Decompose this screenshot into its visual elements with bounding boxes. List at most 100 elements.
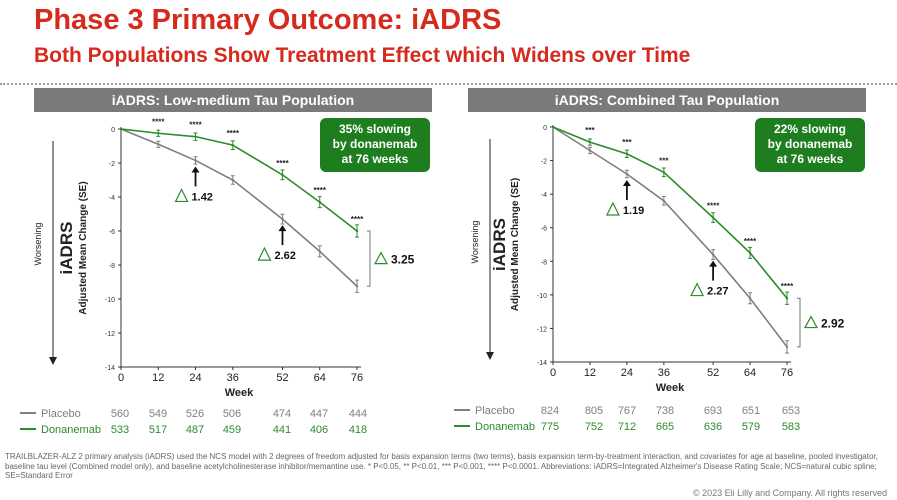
- chart1-y-axis-label: Adjusted Mean Change (SE): [78, 181, 89, 314]
- chart1-placebo-point: [194, 159, 197, 162]
- chart2-final-delta-triangle-icon: [803, 315, 819, 329]
- chart1-callout-box: [320, 118, 430, 172]
- chart1-significance-marker: ****: [227, 129, 240, 138]
- chart1-y-tick-label: -12: [105, 331, 115, 338]
- chart2-donanemab-point: [625, 152, 629, 156]
- chart2-n-at-risk-donanemab: 636: [704, 421, 722, 433]
- chart2-y-tick-label: -12: [537, 326, 547, 333]
- chart1-x-tick-label: 52: [276, 372, 288, 384]
- chart2-callout-line: by donanemab: [768, 137, 853, 151]
- chart1-delta-label: 2.62: [274, 250, 295, 262]
- chart2-delta-label: 1.19: [623, 205, 644, 217]
- chart2-series-donanemab-line: [552, 126, 788, 299]
- chart2-n-at-risk-donanemab: 665: [656, 421, 674, 433]
- chart1-donanemab-point: [194, 135, 197, 138]
- chart1-significance-marker: ****: [276, 159, 289, 168]
- chart1-n-at-risk-placebo: 549: [149, 408, 167, 420]
- chart2-placebo-point: [748, 297, 752, 300]
- charts-canvas: 0-2-4-6-8-10-12-140 12 24 36 52 64 76WeekiADRS…: [20, 117, 865, 436]
- chart1-placebo-point: [231, 178, 234, 182]
- chart2-x-tick-label: 76: [781, 367, 793, 379]
- chart2-n-at-risk-placebo: 651: [742, 405, 760, 417]
- chart2-y-axis-title: iADRS: [490, 218, 509, 271]
- chart1-final-delta-triangle-icon: [373, 251, 389, 265]
- chart2-y-tick-label: -14: [537, 360, 547, 367]
- chart1-n-at-risk-placebo: 474: [273, 408, 291, 420]
- chart1-x-tick-label: 12: [152, 372, 164, 384]
- chart1-x-tick-label: 36: [227, 372, 239, 384]
- chart1-significance-marker: ****: [189, 121, 202, 130]
- chart2-significance-marker: ****: [707, 202, 720, 211]
- chart2-n-at-risk-placebo: 738: [656, 405, 674, 417]
- chart1-worsening-arrow-head: [49, 357, 57, 365]
- chart1-n-at-risk-donanemab: 517: [149, 424, 167, 436]
- chart1-significance-marker: ****: [351, 215, 364, 224]
- chart2-y-tick-label: -2: [541, 159, 547, 166]
- chart1-final-delta-bracket: [367, 230, 371, 287]
- chart2-x-tick-label: 52: [707, 367, 719, 379]
- chart2-n-at-risk-donanemab: 583: [782, 421, 800, 433]
- chart2-donanemab-point: [551, 125, 555, 129]
- chart1-donanemab-point: [119, 127, 123, 131]
- chart1-delta-label: 1.42: [192, 191, 213, 203]
- chart1-n-at-risk-donanemab: 487: [186, 424, 204, 436]
- chart2-x-tick-label: 12: [584, 367, 596, 379]
- chart2-donanemab-point: [748, 251, 752, 255]
- chart1-n-at-risk-placebo: 560: [111, 408, 129, 420]
- chart2-legend-label-placebo: Placebo: [475, 405, 515, 417]
- chart2-placebo-point: [588, 149, 592, 152]
- chart1-x-tick-label: 76: [351, 372, 363, 384]
- chart2-n-at-risk-donanemab: 579: [742, 421, 760, 433]
- chart1-placebo-point: [157, 143, 160, 146]
- chart1-y-tick-label: -8: [109, 263, 115, 270]
- chart2-final-delta-bracket: [797, 297, 801, 348]
- chart1-delta-triangle-icon: [174, 188, 189, 203]
- chart1-donanemab-point: [231, 143, 234, 147]
- copyright: © 2023 Eli Lilly and Company. All rights…: [692, 488, 887, 498]
- chart1-delta-arrow-head: [191, 166, 200, 173]
- chart2-y-tick-label: -6: [541, 226, 547, 233]
- chart2-x-axis-label: Week: [656, 382, 685, 394]
- chart1-n-at-risk-placebo: 526: [186, 408, 204, 420]
- chart1-legend-label-donanemab: Donanemab: [41, 424, 101, 436]
- chart2-delta-label: 2.27: [707, 286, 728, 298]
- chart1-x-axis-label: Week: [225, 387, 254, 399]
- chart1-donanemab-point: [318, 200, 321, 204]
- chart2-significance-marker: ****: [781, 282, 794, 291]
- chart2-n-at-risk-placebo: 653: [782, 405, 800, 417]
- chart1-donanemab-point: [157, 132, 160, 135]
- chart2-x-tick-label: 64: [744, 367, 756, 379]
- chart2-worsening-arrow-head: [486, 352, 494, 360]
- chart-header-combined-tau: iADRS: Combined Tau Population: [468, 88, 866, 112]
- chart1-y-tick-label: 0: [111, 127, 115, 134]
- footnote: TRAILBLAZER-ALZ 2 primary analysis (iADR…: [5, 452, 878, 480]
- chart2-n-at-risk-donanemab: 712: [618, 421, 636, 433]
- chart2-n-at-risk-placebo: 693: [704, 405, 722, 417]
- chart1-n-at-risk-donanemab: 441: [273, 424, 291, 436]
- chart2-donanemab-point: [588, 140, 592, 144]
- chart1-final-delta-label: 3.25: [391, 253, 415, 267]
- chart1-significance-marker: ****: [314, 186, 327, 195]
- chart2-donanemab-point: [662, 171, 666, 174]
- chart1-callout-line: by donanemab: [333, 137, 418, 151]
- chart2-delta-triangle-icon: [605, 201, 620, 216]
- chart2-delta-triangle-icon: [690, 282, 705, 297]
- chart1-worsening-label: Worsening: [33, 223, 43, 266]
- chart2-delta-arrow-head: [622, 180, 631, 186]
- chart2-placebo-point: [785, 345, 789, 349]
- chart2-n-at-risk-donanemab: 752: [585, 421, 603, 433]
- chart1-n-at-risk-donanemab: 406: [310, 424, 328, 436]
- chart1-y-tick-label: -10: [105, 297, 115, 304]
- chart-header-low-medium-tau: iADRS: Low-medium Tau Population: [34, 88, 432, 112]
- chart2-callout-line: 22% slowing: [774, 122, 846, 136]
- chart2-delta-arrow-head: [709, 260, 718, 267]
- chart2-legend-label-donanemab: Donanemab: [475, 421, 535, 433]
- chart2-donanemab-point: [711, 216, 715, 219]
- chart1-n-at-risk-placebo: 444: [349, 408, 367, 420]
- chart1-y-axis-title: iADRS: [57, 222, 76, 275]
- chart1-n-at-risk-placebo: 447: [310, 408, 328, 420]
- chart2-n-at-risk-placebo: 767: [618, 405, 636, 417]
- chart2-y-tick-label: -10: [537, 293, 547, 300]
- chart2-significance-marker: ***: [585, 126, 595, 135]
- chart1-placebo-point: [281, 217, 284, 221]
